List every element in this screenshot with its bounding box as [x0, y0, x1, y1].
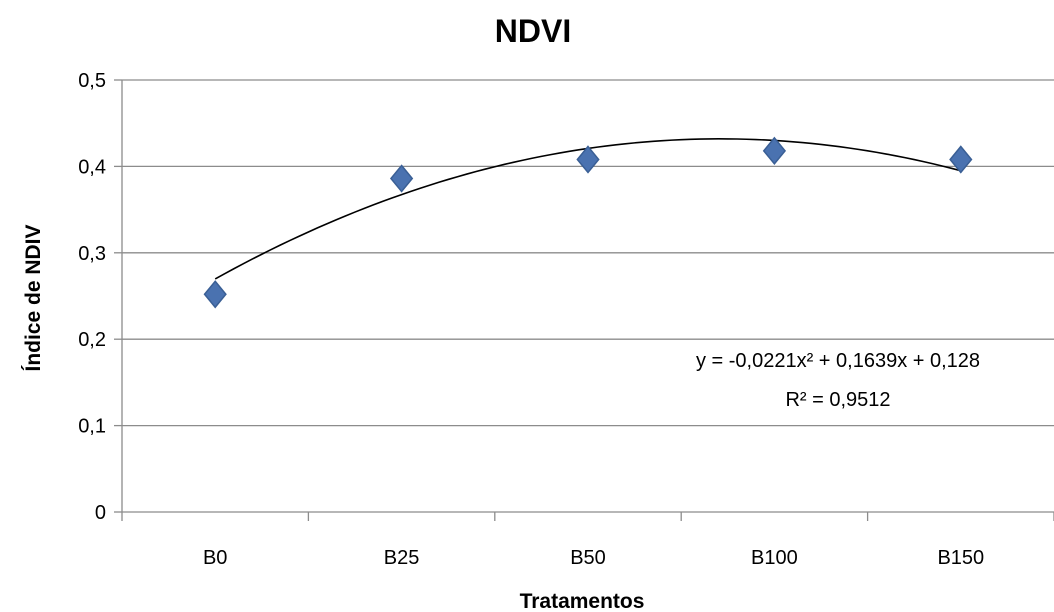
data-point — [762, 136, 787, 166]
x-axis-title: Tratamentos — [520, 590, 645, 612]
chart-title: NDVI — [495, 13, 571, 49]
data-point — [949, 145, 973, 174]
data-point — [389, 164, 414, 193]
y-tick-label: 0,5 — [78, 70, 106, 92]
x-tick-labels: B0 B25 B50 B100 B150 — [203, 547, 984, 569]
data-points — [203, 136, 973, 309]
y-axis-title: Índice de NDIV — [22, 224, 45, 371]
grid-lines — [114, 79, 1054, 513]
trendline-equation: y = -0,0221x² + 0,1639x + 0,128 — [696, 350, 980, 372]
y-tick-label: 0,2 — [78, 329, 106, 351]
y-tick-label: 0 — [95, 502, 106, 524]
y-tick-label: 0,4 — [78, 156, 106, 178]
x-tick-label: B25 — [384, 547, 420, 569]
x-tick-label: B150 — [937, 547, 984, 569]
x-tick-label: B0 — [203, 547, 227, 569]
x-tick-label: B100 — [751, 547, 798, 569]
axes — [121, 80, 1054, 521]
x-tick-label: B50 — [570, 547, 606, 569]
data-point — [576, 145, 600, 174]
y-tick-labels: 0 0,1 0,2 0,3 0,4 0,5 — [78, 70, 106, 524]
y-tick-label: 0,1 — [78, 416, 106, 438]
data-point — [203, 280, 227, 309]
r-squared-label: R² = 0,9512 — [785, 389, 890, 411]
y-tick-label: 0,3 — [78, 243, 106, 265]
